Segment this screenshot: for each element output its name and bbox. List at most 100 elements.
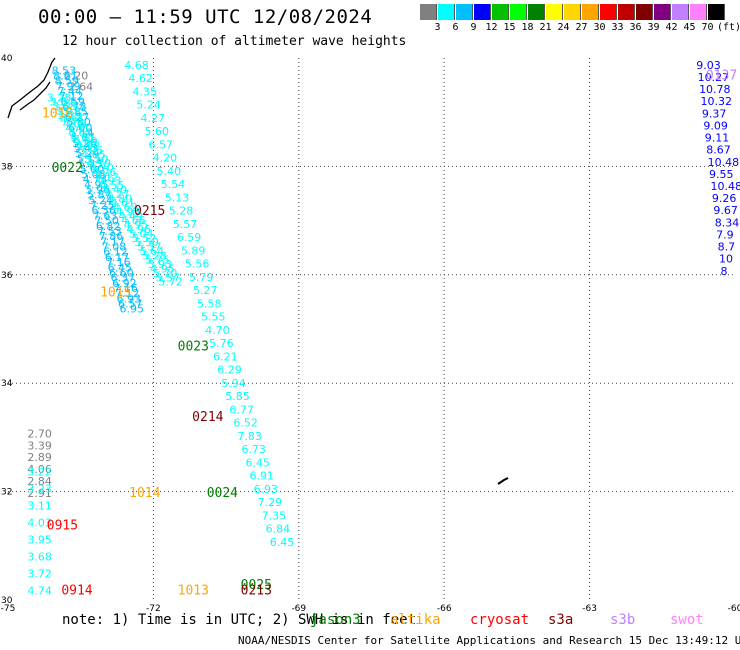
wave-height-value: 5.89: [181, 244, 206, 257]
wave-height-value: 4.35: [132, 85, 157, 98]
wave-height-value: 6.60: [109, 266, 134, 279]
wave-height-value: 2.91: [27, 487, 51, 500]
wave-height-value: 5.94: [221, 377, 246, 390]
wave-height-value: 4.79: [87, 157, 112, 170]
pass-time-label: 1014: [129, 486, 160, 501]
wave-height-value: 9.03: [696, 59, 721, 72]
scale-swatch: [708, 4, 725, 20]
wave-height-value: 10.48: [710, 180, 740, 193]
wave-height-value: 5.31: [71, 132, 96, 145]
wave-height-value: 5.93: [148, 258, 173, 271]
x-tick-label: -69: [291, 604, 306, 614]
wave-height-value: 4.93: [97, 175, 122, 188]
scale-swatch: [582, 4, 599, 20]
wave-height-value: 7.53: [97, 225, 122, 238]
x-tick-label: -60: [728, 604, 740, 614]
wave-height-value: 4.27: [140, 112, 165, 125]
scale-label: 39: [647, 22, 660, 33]
wave-height-value: 3.72: [27, 568, 51, 581]
scale-label: 24: [557, 22, 570, 33]
wave-height-value: 4.89: [73, 135, 98, 148]
wave-height-value: 3.11: [27, 499, 51, 512]
pass-time-label: 0914: [61, 584, 92, 599]
wave-height-value: 4.62: [113, 201, 138, 214]
scale-swatch: [690, 4, 707, 20]
wave-height-value: 4.06: [27, 463, 51, 476]
wave-height-value: 7.50: [94, 215, 119, 228]
wave-height-value: 4.40: [103, 184, 128, 197]
scale-swatch: [546, 4, 563, 20]
wave-height-value: 4.95: [150, 262, 175, 275]
scale-swatch: [654, 4, 671, 20]
wave-height-value: 6.78: [62, 101, 87, 114]
wave-height-value: 5.13: [165, 191, 190, 204]
wave-height-value: 4.80: [108, 192, 133, 205]
wave-height-value: 2.20: [64, 70, 88, 83]
wave-height-value: 4.55: [100, 179, 125, 192]
wave-height-value: 4.03: [27, 516, 51, 529]
scale-swatch: [672, 4, 689, 20]
scale-swatch: [510, 4, 527, 20]
wave-height-value: 5.43: [74, 142, 99, 155]
wave-height-value: 5.14: [69, 126, 94, 139]
wave-height-value: 7.83: [237, 430, 261, 443]
scale-swatch: [618, 4, 635, 20]
wave-height-value: 3.68: [27, 551, 51, 564]
y-tick-label: 38: [1, 162, 13, 172]
wave-height-value: 6.92: [112, 277, 136, 290]
wave-height-value: 5.28: [169, 205, 194, 218]
scale-swatch: [600, 4, 617, 20]
mission-swot: swot: [670, 612, 704, 628]
wave-height-value: 4.27: [105, 188, 130, 201]
wave-height-value: 5.76: [209, 337, 234, 350]
wave-height-value: 2.84: [27, 475, 51, 488]
wave-height-value: 4.96: [126, 223, 151, 236]
scale-label: 21: [539, 22, 552, 33]
wave-height-value: 5.23: [78, 158, 103, 171]
pass-time-label: 0213: [241, 584, 272, 599]
wave-height-value: 5.57: [173, 218, 198, 231]
wave-height-value: 4.12: [95, 170, 120, 183]
wave-height-value: 5.87: [87, 189, 112, 202]
wave-height-value: 7.17: [100, 235, 125, 248]
wave-height-value: 8.59: [55, 75, 80, 88]
wave-height-value: 5.70: [153, 267, 178, 280]
wave-height-value: 6.12: [103, 246, 128, 259]
wave-height-value: 7.12: [59, 90, 84, 103]
scale-label: 42: [665, 22, 678, 33]
wave-height-value: 4.26: [92, 166, 117, 179]
scale-swatch: [528, 4, 545, 20]
x-tick-label: -72: [146, 604, 161, 614]
y-tick-label: 40: [1, 54, 13, 64]
wave-height-value: 6.21: [213, 350, 238, 363]
wave-height-value: 5.80: [66, 116, 91, 129]
wave-height-value: 5.60: [145, 125, 170, 138]
wave-height-value: 5.40: [157, 165, 182, 178]
scale-swatch: [492, 4, 509, 20]
wave-height-value: 6.57: [149, 138, 174, 151]
wave-height-value: 6.00: [68, 121, 93, 134]
scale-label: 18: [521, 22, 534, 33]
pass-time-label: 0025: [241, 578, 272, 593]
scale-label: 45: [683, 22, 696, 33]
wave-height-value: 5.64: [140, 245, 165, 258]
wave-height-value: 10.78: [699, 83, 731, 96]
pass-time-label: 0215: [134, 204, 165, 219]
wave-height-value: 3.23: [27, 482, 51, 495]
wave-height-value: 7.29: [258, 496, 283, 509]
wave-height-value: 9.11: [705, 132, 730, 145]
wave-height-value: 5.57: [156, 271, 181, 284]
scale-swatch: [420, 4, 437, 20]
wave-height-value: 5.55: [201, 311, 226, 324]
island-marker: [497, 477, 509, 485]
wave-height-value: 3.68: [52, 100, 77, 113]
wave-height-value: 6.45: [270, 536, 295, 549]
x-tick-label: -63: [582, 604, 597, 614]
wave-height-value: 3.34: [49, 96, 74, 109]
footer-credit: NOAA/NESDIS Center for Satellite Applica…: [238, 634, 740, 647]
wave-height-value: 5.00: [80, 163, 105, 176]
scale-label: 33: [611, 22, 624, 33]
wave-height-value: 3.29: [57, 109, 82, 122]
wave-height-value: 2.64: [69, 81, 94, 94]
